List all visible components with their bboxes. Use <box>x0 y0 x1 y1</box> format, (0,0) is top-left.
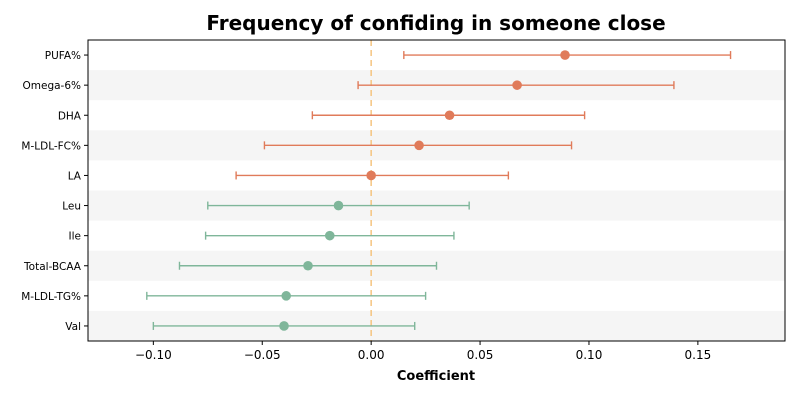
x-tick-label: 0.05 <box>467 348 494 362</box>
y-tick-label: DHA <box>58 110 82 122</box>
y-tick-label: Val <box>65 321 81 333</box>
x-axis: −0.10 −0.05 0.00 0.05 0.10 0.15 <box>135 341 711 362</box>
point-estimate <box>444 110 455 121</box>
y-tick-label: PUFA% <box>45 50 81 62</box>
y-tick-label: Total-BCAA <box>23 261 82 273</box>
point-estimates <box>279 50 570 331</box>
point-estimate <box>366 170 376 181</box>
y-tick-label: Omega-6% <box>23 80 82 92</box>
point-estimate <box>414 140 424 151</box>
x-tick-label: 0.15 <box>685 348 712 362</box>
x-axis-label: Coefficient <box>397 369 475 384</box>
point-estimate <box>281 291 292 301</box>
y-axis: PUFA% Omega-6% DHA M-LDL-FC% LA Leu Ile Total-B… <box>21 50 88 333</box>
y-tick-label: Ile <box>69 231 81 243</box>
y-tick-label: Leu <box>62 201 81 213</box>
plot-frame <box>87 39 786 342</box>
point-estimate <box>303 260 313 271</box>
y-tick-label: LA <box>68 170 82 182</box>
point-estimate <box>279 321 289 331</box>
point-estimate <box>324 230 335 241</box>
point-estimate <box>560 50 570 60</box>
y-tick-label: M-LDL-FC% <box>21 140 81 152</box>
x-tick-label: −0.10 <box>135 348 172 362</box>
x-tick-label: −0.05 <box>244 348 281 362</box>
x-tick-label: 0.00 <box>358 348 385 362</box>
point-estimate <box>333 200 344 211</box>
point-estimate <box>512 80 522 90</box>
x-tick-label: 0.10 <box>576 348 603 362</box>
y-tick-label: M-LDL-TG% <box>21 291 81 303</box>
chart-title: Frequency of confiding in someone close <box>206 11 665 35</box>
